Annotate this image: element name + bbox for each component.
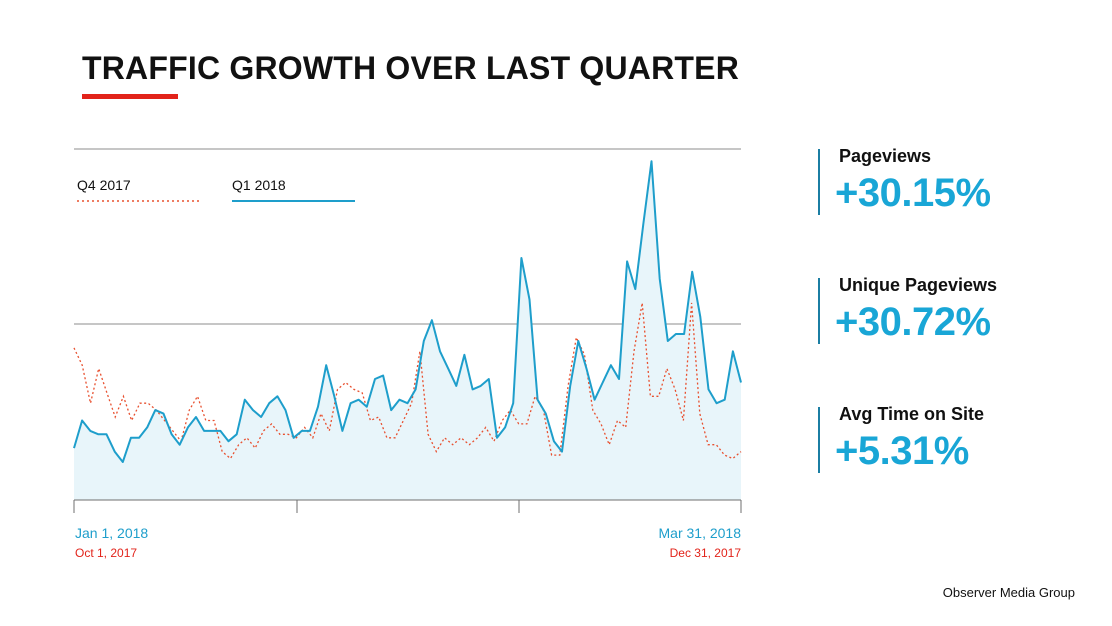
stat-label: Avg Time on Site xyxy=(839,404,985,424)
stat-divider xyxy=(818,278,820,344)
legend-label-q4-2017: Q4 2017 xyxy=(77,177,131,193)
x-label-start-primary: Jan 1, 2018 xyxy=(75,525,148,541)
x-axis xyxy=(73,499,742,513)
source-credit: Observer Media Group xyxy=(942,585,1075,600)
x-label-start-secondary: Oct 1, 2017 xyxy=(75,546,137,560)
legend: Q4 2017 Q1 2018 xyxy=(77,177,355,202)
stat-divider xyxy=(818,149,820,215)
stat-value: +30.72% xyxy=(835,300,991,344)
stat-divider xyxy=(818,407,820,473)
legend-label-q1-2018: Q1 2018 xyxy=(232,177,286,193)
stat-value: +5.31% xyxy=(835,429,969,473)
q4-2017-line xyxy=(73,302,742,460)
x-label-end-primary: Mar 31, 2018 xyxy=(659,525,742,541)
q1-2018-area xyxy=(74,161,741,500)
x-label-end-secondary: Dec 31, 2017 xyxy=(670,546,742,560)
stat-label: Unique Pageviews xyxy=(839,275,998,295)
q1-2018-line xyxy=(73,160,742,463)
title-underline xyxy=(82,94,178,99)
stat-value: +30.15% xyxy=(835,171,991,215)
chart-title: TRAFFIC GROWTH OVER LAST QUARTER xyxy=(82,50,740,86)
stat-label: Pageviews xyxy=(839,146,932,166)
